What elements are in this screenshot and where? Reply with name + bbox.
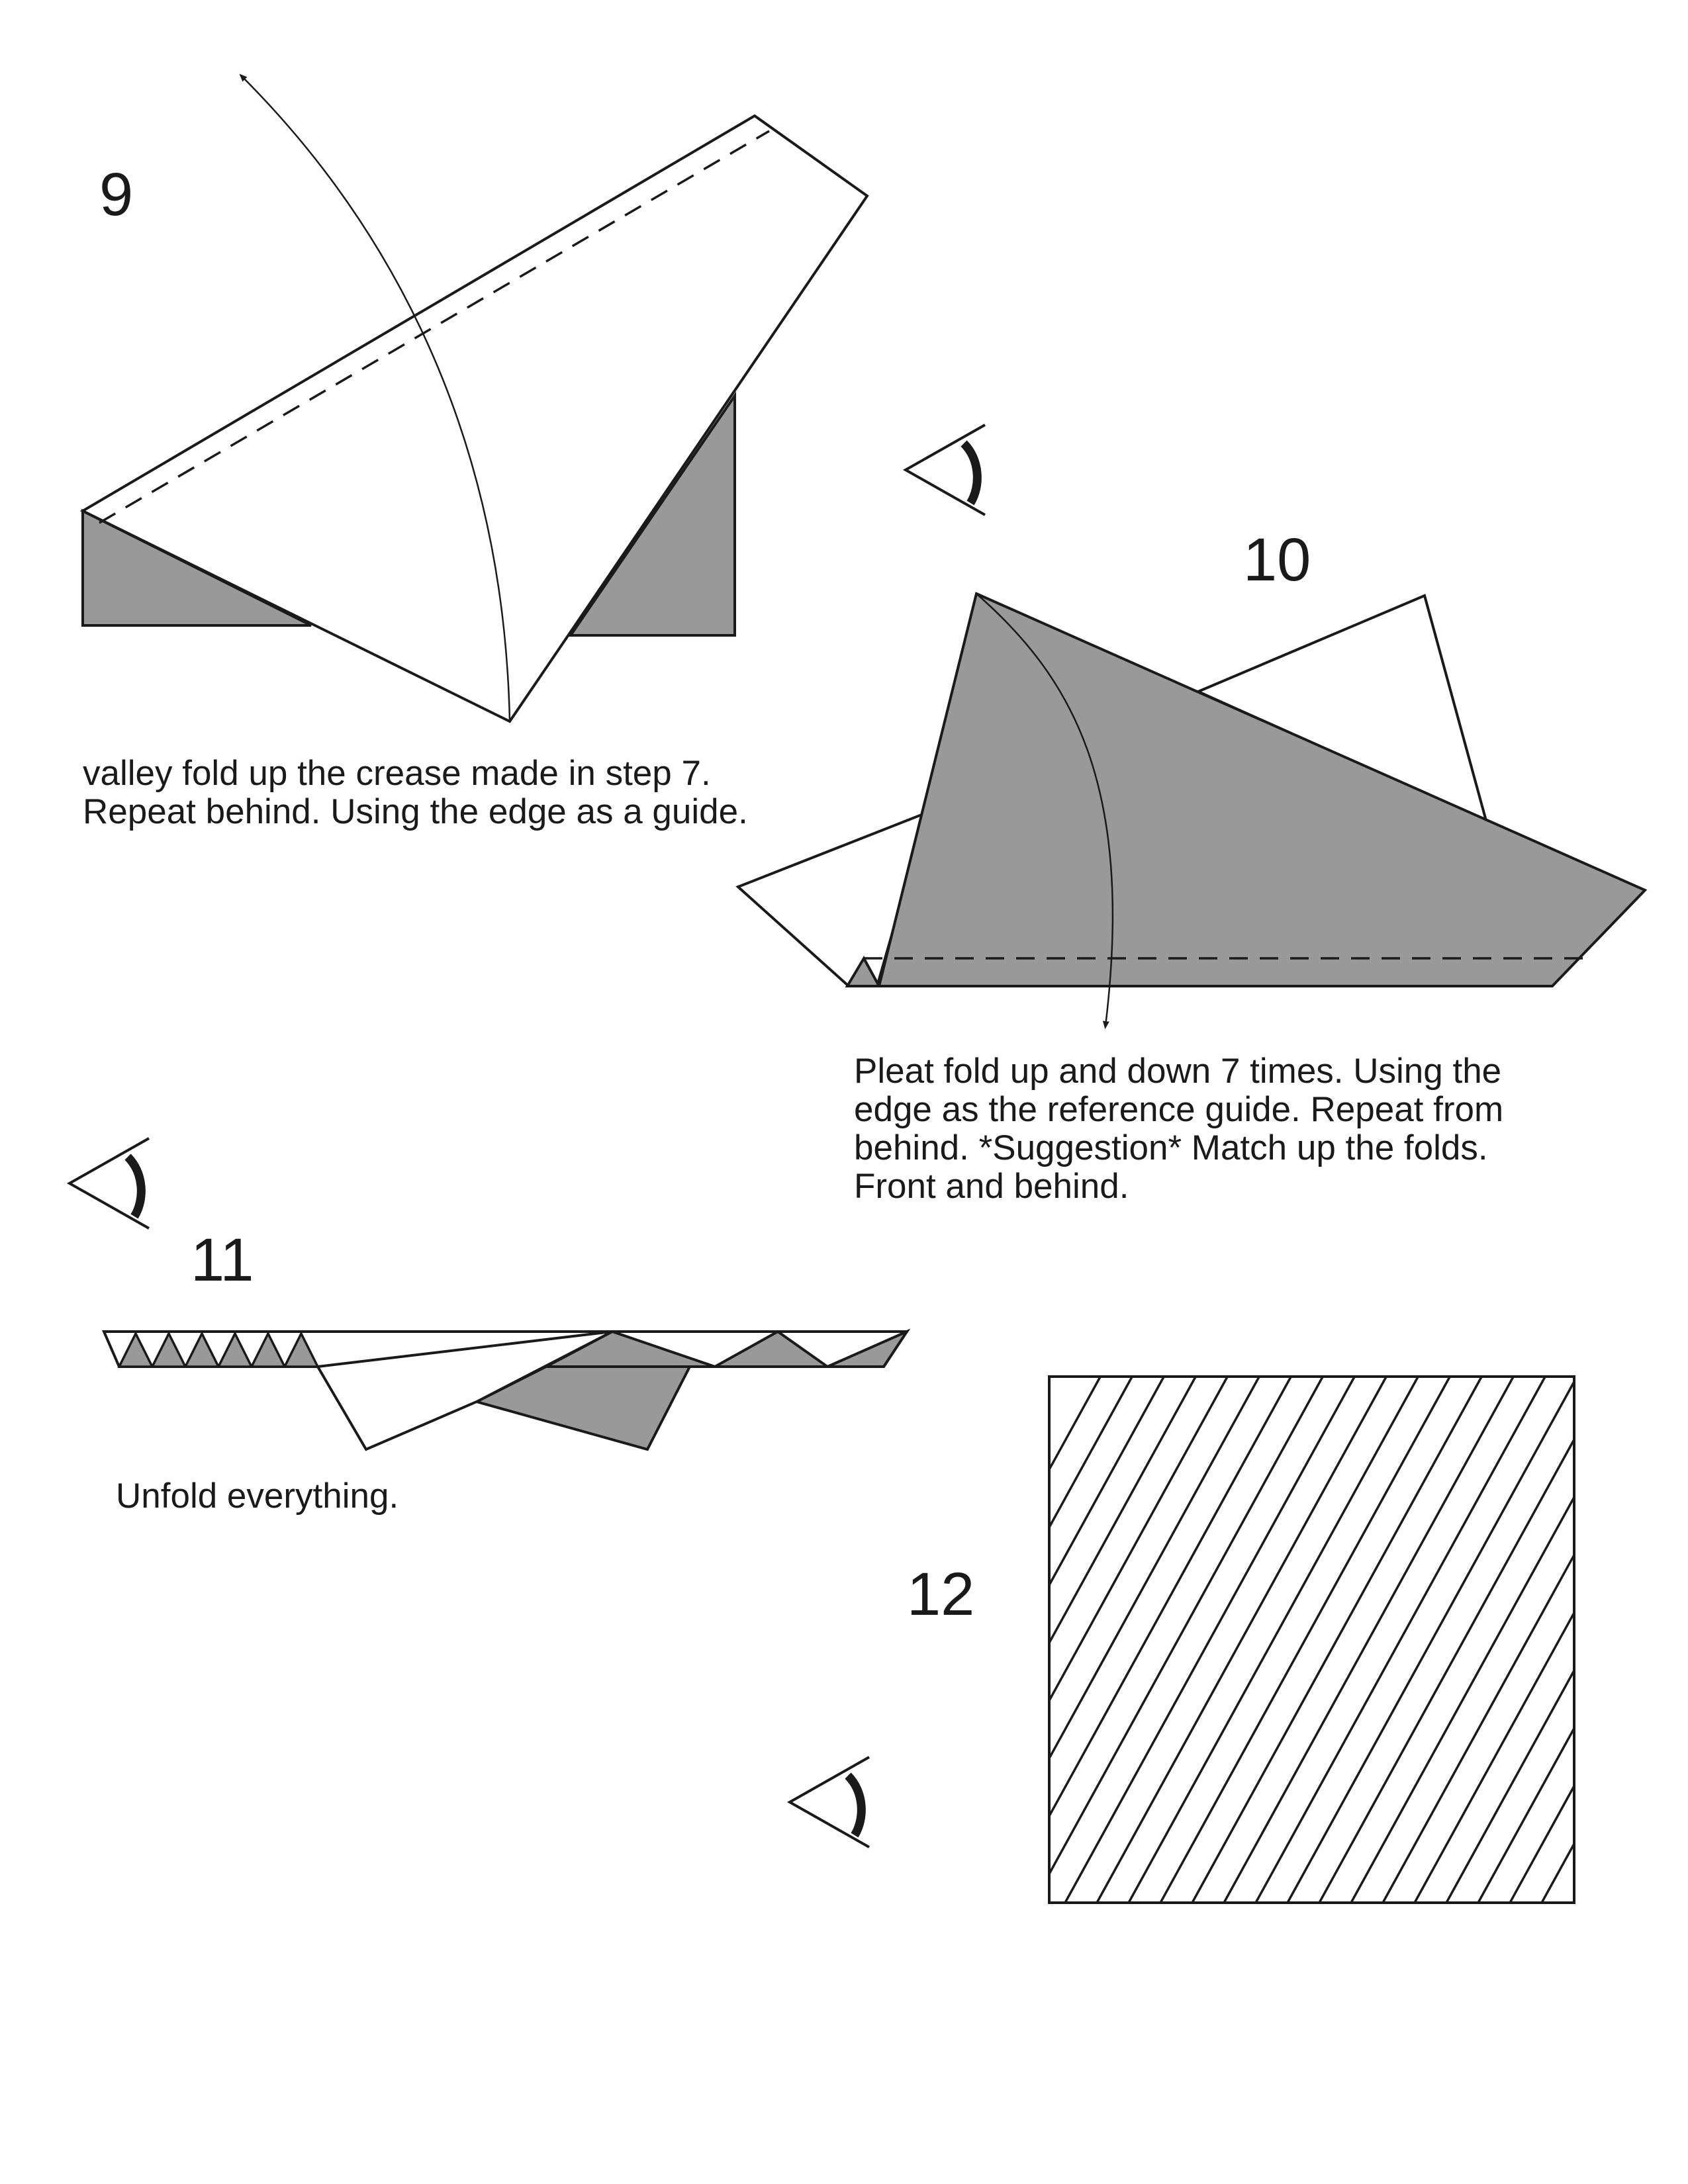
step-11-pleat-teeth xyxy=(117,1331,320,1368)
crease-line xyxy=(1191,1376,1483,1903)
crease-line xyxy=(1048,1376,1102,1471)
turn-over-eye-icon xyxy=(902,424,986,516)
crease-line xyxy=(1048,1376,1324,1875)
crease-line xyxy=(1159,1376,1451,1903)
crease-line xyxy=(1048,1376,1133,1528)
step-11-lower-flap xyxy=(315,1330,613,1451)
step-9-caption: valley fold up the crease made in step 7… xyxy=(83,754,748,831)
step-12-diagram xyxy=(1048,1375,1575,1904)
step-12-crease-pattern xyxy=(1048,1376,1575,1903)
crease-line xyxy=(1254,1376,1546,1903)
step-10-fold-arrow xyxy=(976,593,1114,1029)
step-number-10: 10 xyxy=(1243,526,1311,594)
step-9-right-flap xyxy=(568,391,736,637)
step-11-right-shaded-2 xyxy=(710,1330,832,1368)
step-9-fold-arrow xyxy=(239,73,511,722)
crease-line xyxy=(1048,1376,1165,1586)
crease-line xyxy=(1413,1612,1575,1903)
crease-line xyxy=(1048,1376,1292,1817)
crease-line xyxy=(1318,1439,1575,1903)
crease-line xyxy=(1223,1376,1515,1903)
crease-line xyxy=(1445,1670,1575,1903)
crease-line xyxy=(1509,1785,1575,1903)
step-10-caption: Pleat fold up and down 7 times. Using th… xyxy=(854,1052,1504,1206)
step-number-11: 11 xyxy=(191,1226,254,1294)
step-9-diagram xyxy=(79,73,869,723)
turn-over-eye-icon xyxy=(66,1137,150,1230)
crease-line xyxy=(1048,1376,1260,1759)
turn-over-eye-icon xyxy=(786,1756,870,1848)
crease-line xyxy=(1096,1376,1387,1903)
crease-line xyxy=(1064,1376,1356,1903)
step-11-caption: Unfold everything. xyxy=(116,1477,399,1516)
step-11-right-shaded-3 xyxy=(827,1328,911,1368)
crease-line xyxy=(1286,1381,1575,1903)
crease-line xyxy=(1127,1376,1419,1903)
step-10-pleat-edge xyxy=(845,955,882,987)
step-9-valley-crease xyxy=(99,130,770,524)
step-number-12: 12 xyxy=(907,1561,975,1628)
crease-line xyxy=(1048,1376,1229,1702)
crease-line xyxy=(1350,1496,1575,1903)
step-12-unfolded-square xyxy=(1048,1375,1575,1904)
step-11-diagram xyxy=(101,1328,911,1451)
crease-line xyxy=(1540,1843,1575,1903)
step-10-diagram xyxy=(735,592,1648,1029)
step-number-9: 9 xyxy=(99,161,134,228)
crease-line xyxy=(1048,1376,1197,1644)
crease-line xyxy=(1477,1727,1575,1903)
crease-line xyxy=(1382,1554,1575,1903)
step-10-shaded-flap xyxy=(877,592,1648,987)
crease-line xyxy=(1572,1901,1575,1903)
step-9-paper-body xyxy=(79,114,869,723)
